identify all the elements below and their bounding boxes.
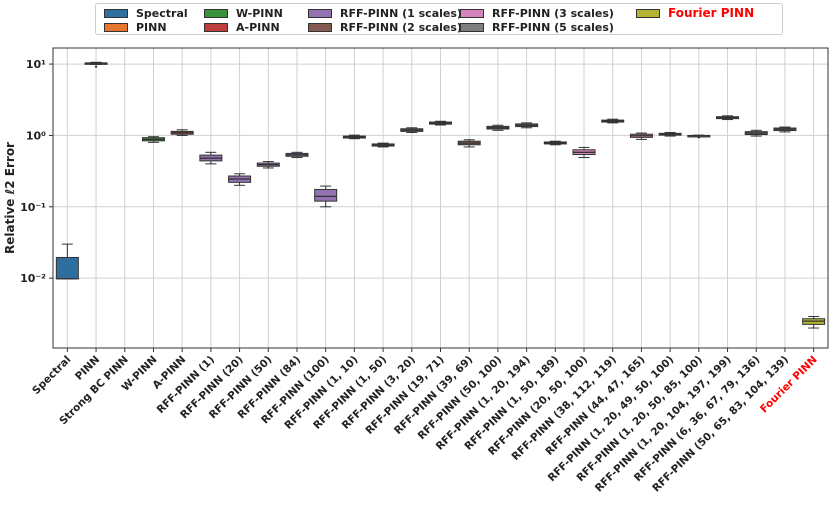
- box-26: [802, 316, 826, 329]
- box-layer: [55, 61, 826, 329]
- legend-label: RFF-PINN (5 scales): [492, 20, 614, 34]
- iqr-box: [55, 256, 79, 280]
- legend-item: RFF-PINN (5 scales): [460, 20, 614, 34]
- legend-swatch: [460, 8, 484, 18]
- legend-item: A-PINN: [204, 20, 280, 34]
- box-16: [515, 122, 539, 129]
- legend-swatch: [104, 8, 128, 18]
- legend-swatch: [104, 22, 128, 32]
- box-14: [457, 139, 481, 148]
- box-8: [285, 151, 309, 159]
- x-tick-label: Spectral: [30, 354, 73, 397]
- legend: Spectral PINN W-PINN A-PINN RFF-PINN (1 scal…: [95, 3, 783, 35]
- legend-item: RFF-PINN (3 scales): [460, 6, 614, 20]
- box-3: [141, 136, 165, 143]
- legend-item: W-PINN: [204, 6, 283, 20]
- box-6: [228, 173, 252, 186]
- y-tick-label: 10⁻¹: [20, 201, 46, 214]
- legend-label: RFF-PINN (2 scales): [340, 20, 462, 34]
- box-0: [55, 243, 79, 280]
- legend-swatch: [204, 8, 228, 18]
- box-13: [429, 120, 452, 126]
- legend-swatch: [308, 22, 332, 32]
- box-5: [199, 151, 223, 165]
- y-tick-label: 10⁰: [26, 129, 46, 142]
- box-24: [744, 129, 768, 137]
- y-axis: 10⁻² 10⁻¹ 10⁰ 10¹: [20, 58, 53, 285]
- legend-item: RFF-PINN (1 scales): [308, 6, 462, 20]
- legend-item: Fourier PINN: [636, 6, 754, 20]
- legend-label: PINN: [136, 20, 167, 34]
- legend-label: RFF-PINN (1 scales): [340, 6, 462, 20]
- legend-swatch: [460, 22, 484, 32]
- legend-item: Spectral: [104, 6, 188, 20]
- box-23: [716, 115, 740, 121]
- box-15: [486, 124, 510, 131]
- outlier-point: [697, 135, 701, 139]
- iqr-box: [314, 188, 338, 202]
- legend-item: RFF-PINN (2 scales): [308, 20, 462, 34]
- box-7: [256, 161, 280, 169]
- y-axis-label: Relative ℓ2 Error: [3, 142, 17, 254]
- legend-label: A-PINN: [236, 20, 280, 34]
- legend-label: Fourier PINN: [668, 6, 755, 20]
- box-4: [170, 129, 194, 136]
- box-21: [658, 131, 682, 137]
- box-1: [84, 61, 108, 69]
- box-17: [543, 140, 567, 146]
- legend-item: PINN: [104, 20, 167, 34]
- legend-swatch: [636, 8, 660, 18]
- legend-label: Spectral: [136, 6, 188, 20]
- box-10: [342, 134, 366, 140]
- box-11: [371, 142, 395, 148]
- legend-label: W-PINN: [236, 6, 283, 20]
- box-25: [773, 126, 797, 133]
- outlier-point: [94, 65, 98, 69]
- box-19: [601, 118, 625, 124]
- box-22: [687, 134, 711, 139]
- box-20: [629, 132, 653, 140]
- legend-swatch: [204, 22, 228, 32]
- y-tick-label: 10¹: [26, 58, 46, 71]
- grid-layer: [53, 48, 828, 348]
- box-9: [314, 185, 338, 208]
- box-12: [400, 127, 424, 133]
- box-18: [572, 146, 596, 159]
- legend-label: RFF-PINN (3 scales): [492, 6, 614, 20]
- y-tick-label: 10⁻²: [20, 272, 46, 285]
- legend-swatch: [308, 8, 332, 18]
